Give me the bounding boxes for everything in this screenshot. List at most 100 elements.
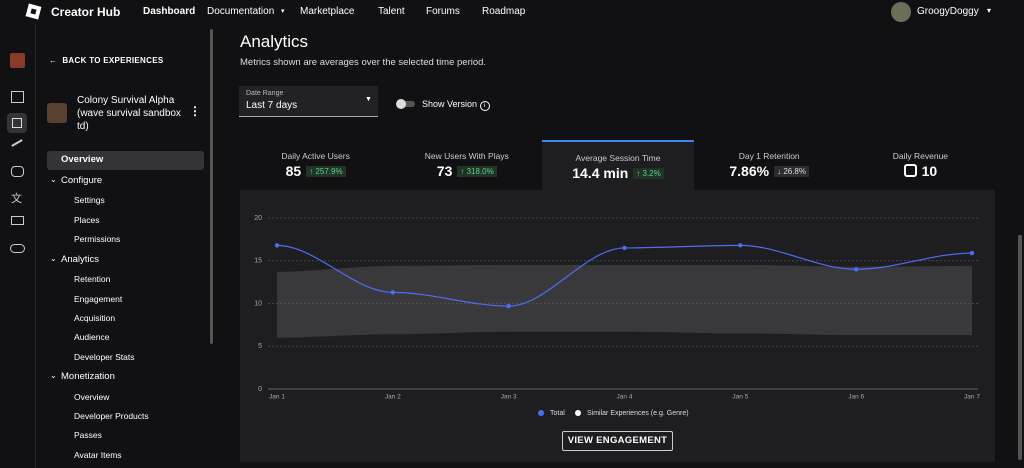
- nav-link[interactable]: Dashboard: [143, 6, 196, 17]
- point: [622, 245, 627, 251]
- experience-icon[interactable]: [10, 53, 25, 68]
- chart-panel: [240, 190, 995, 462]
- sidebar-subitem[interactable]: Settings: [74, 195, 105, 206]
- nav-link[interactable]: Documentation: [207, 6, 275, 17]
- sidebar-subitem[interactable]: Passes: [74, 430, 102, 441]
- sidebar-subitem[interactable]: Developer Stats: [74, 351, 135, 362]
- nav-link[interactable]: Roadmap: [482, 6, 526, 17]
- sidebar-subitem[interactable]: Places: [74, 214, 100, 225]
- metric-card[interactable]: Daily Active Users 85 ↑ 257.9%: [240, 140, 391, 190]
- section-chevron[interactable]: ⌄: [50, 371, 57, 381]
- change-text: 26.8%: [783, 167, 806, 176]
- point: [506, 303, 511, 309]
- translate-icon[interactable]: 文: [11, 193, 22, 205]
- sidebar-subitem[interactable]: Acquisition: [74, 312, 116, 323]
- y-tick-label: 15: [254, 258, 262, 265]
- nav-item-selected-bg[interactable]: [47, 151, 204, 170]
- top-nav: Creator Hub GroogyDoggy ▾: [0, 0, 1024, 24]
- view-engagement-button[interactable]: VIEW ENGAGEMENT: [562, 431, 673, 451]
- y-tick-label: 0: [258, 386, 262, 393]
- sidebar-section[interactable]: Analytics: [61, 253, 100, 265]
- promote-icon[interactable]: [11, 216, 24, 225]
- metric-card[interactable]: Day 1 Retention 7.86% ↓ 26.8%: [694, 140, 845, 190]
- nav-caret[interactable]: ▾: [281, 8, 285, 15]
- main-scrollbar[interactable]: [1018, 235, 1022, 460]
- metric-card[interactable]: Daily Revenue 10: [845, 140, 996, 190]
- similar-band: [277, 265, 972, 338]
- point: [738, 243, 743, 248]
- change-text: 318.0%: [466, 167, 494, 176]
- x-tick-label: Jan 6: [848, 394, 864, 401]
- section-chevron[interactable]: ⌄: [50, 175, 57, 184]
- point: [853, 267, 859, 272]
- sidebar-item[interactable]: Overview: [61, 154, 104, 165]
- metric-row: 10: [845, 163, 996, 181]
- sidebar-subitem[interactable]: Engagement: [74, 293, 123, 304]
- metric-card[interactable]: Average Session Time 14.4 min ↑ 3.2%: [542, 140, 694, 190]
- date-range-value: Last 7 days: [246, 100, 298, 111]
- section-chevron[interactable]: ⌄: [50, 253, 57, 263]
- toggle-label: Show Version i: [422, 99, 490, 111]
- metric-change: ↑ 257.9%: [306, 166, 346, 177]
- select-caret: ▼: [365, 96, 372, 103]
- point: [274, 243, 280, 248]
- experience-name: Colony Survival Alpha (wave survival san…: [77, 95, 181, 132]
- metric-row: 85 ↑ 257.9%: [240, 163, 391, 181]
- brand[interactable]: Creator Hub: [51, 5, 121, 19]
- change-text: 257.9%: [315, 167, 343, 176]
- avatar[interactable]: [891, 2, 911, 22]
- metric-change: ↑ 318.0%: [457, 166, 497, 177]
- x-tick-label: Jan 1: [269, 394, 285, 401]
- nav-link[interactable]: Forums: [426, 6, 460, 17]
- monetize-icon[interactable]: [11, 166, 24, 177]
- metric-row: 14.4 min ↑ 3.2%: [542, 165, 693, 183]
- sidebar-subitem[interactable]: Permissions: [74, 234, 121, 245]
- legend-dot: [538, 410, 544, 416]
- user-caret[interactable]: ▾: [987, 6, 992, 15]
- sidebar-scrollbar[interactable]: [210, 29, 213, 344]
- sidebar-section[interactable]: Configure: [61, 175, 103, 186]
- date-range-select[interactable]: Date Range Last 7 days ▼: [239, 86, 378, 117]
- x-tick-label: Jan 7: [964, 394, 980, 401]
- legend-dot: [575, 410, 581, 416]
- point: [969, 250, 975, 256]
- metric-label: Day 1 Retention: [738, 151, 800, 161]
- metric-row: 73 ↑ 318.0%: [391, 163, 542, 181]
- sidebar-subitem[interactable]: Audience: [74, 332, 110, 343]
- metric-value: 10: [921, 163, 938, 179]
- metric-card[interactable]: New Users With Plays 73 ↑ 318.0%: [391, 140, 542, 190]
- metric-value: 85: [285, 163, 302, 179]
- nav-link[interactable]: Marketplace: [300, 6, 355, 17]
- x-tick-label: Jan 5: [732, 394, 748, 401]
- sidebar-section[interactable]: Monetization: [61, 371, 115, 383]
- legend-label: Similar Experiences (e.g. Genre): [587, 410, 689, 417]
- metric-value: 14.4 min: [572, 165, 629, 181]
- sidebar-subitem[interactable]: Overview: [74, 391, 110, 402]
- metric-label: Average Session Time: [575, 153, 661, 163]
- experience-thumb: [47, 103, 67, 123]
- metric-value: 73: [436, 163, 453, 179]
- sidebar-subitem[interactable]: Retention: [74, 274, 111, 285]
- experience-menu[interactable]: ⋮: [189, 104, 201, 118]
- legend-label: Total: [550, 410, 565, 417]
- point: [390, 290, 396, 295]
- robux-icon: [903, 164, 917, 177]
- metric-value: 7.86%: [729, 163, 770, 179]
- sidebar-subitem[interactable]: Avatar Items: [74, 449, 122, 460]
- x-tick-label: Jan 2: [385, 394, 401, 401]
- nav-link[interactable]: Talent: [378, 6, 405, 17]
- metric-row: 7.86% ↓ 26.8%: [694, 163, 845, 181]
- back-link[interactable]: ← BACK TO EXPERIENCES: [49, 56, 164, 65]
- x-tick-label: Jan 3: [501, 394, 517, 401]
- analytics-icon[interactable]: [7, 113, 27, 133]
- version-toggle[interactable]: [396, 99, 415, 109]
- y-tick-label: 20: [254, 215, 262, 222]
- change-text: 3.2%: [642, 169, 661, 178]
- x-tick-label: Jan 4: [617, 394, 633, 401]
- sidebar-subitem[interactable]: Developer Products: [74, 411, 149, 421]
- user-name[interactable]: GroogyDoggy: [917, 6, 979, 17]
- home-icon[interactable]: [11, 91, 24, 103]
- page-title: Analytics: [240, 32, 309, 51]
- cloud-icon[interactable]: [10, 244, 25, 253]
